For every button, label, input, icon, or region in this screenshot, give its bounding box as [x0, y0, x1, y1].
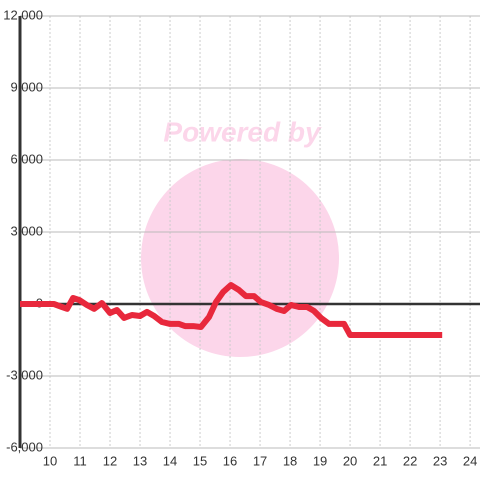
x-tick-label: 22	[403, 453, 417, 468]
x-tick-label: 17	[253, 453, 267, 468]
y-tick-label: 12,000	[3, 7, 43, 22]
line-series	[20, 282, 443, 338]
y-tick-label: 3,000	[10, 223, 43, 238]
x-tick-label: 24	[463, 453, 477, 468]
x-tick-label: 20	[343, 453, 357, 468]
x-tick-label: 12	[103, 453, 117, 468]
x-tick-label: 15	[193, 453, 207, 468]
y-tick-label: 9,000	[10, 79, 43, 94]
y-tick-label: -6,000	[6, 439, 43, 454]
watermark-circle	[141, 159, 339, 357]
x-tick-label: 18	[283, 453, 297, 468]
y-tick-label: -3,000	[6, 367, 43, 382]
watermark-text: Powered by	[163, 116, 322, 147]
y-tick-label: 6,000	[10, 151, 43, 166]
x-tick-label: 21	[373, 453, 387, 468]
x-tick-label: 10	[43, 453, 57, 468]
x-tick-label: 19	[313, 453, 327, 468]
x-tick-label: 23	[433, 453, 447, 468]
x-tick-label: 14	[163, 453, 177, 468]
x-tick-label: 16	[223, 453, 237, 468]
x-tick-label: 13	[133, 453, 147, 468]
x-tick-label: 11	[73, 453, 87, 468]
